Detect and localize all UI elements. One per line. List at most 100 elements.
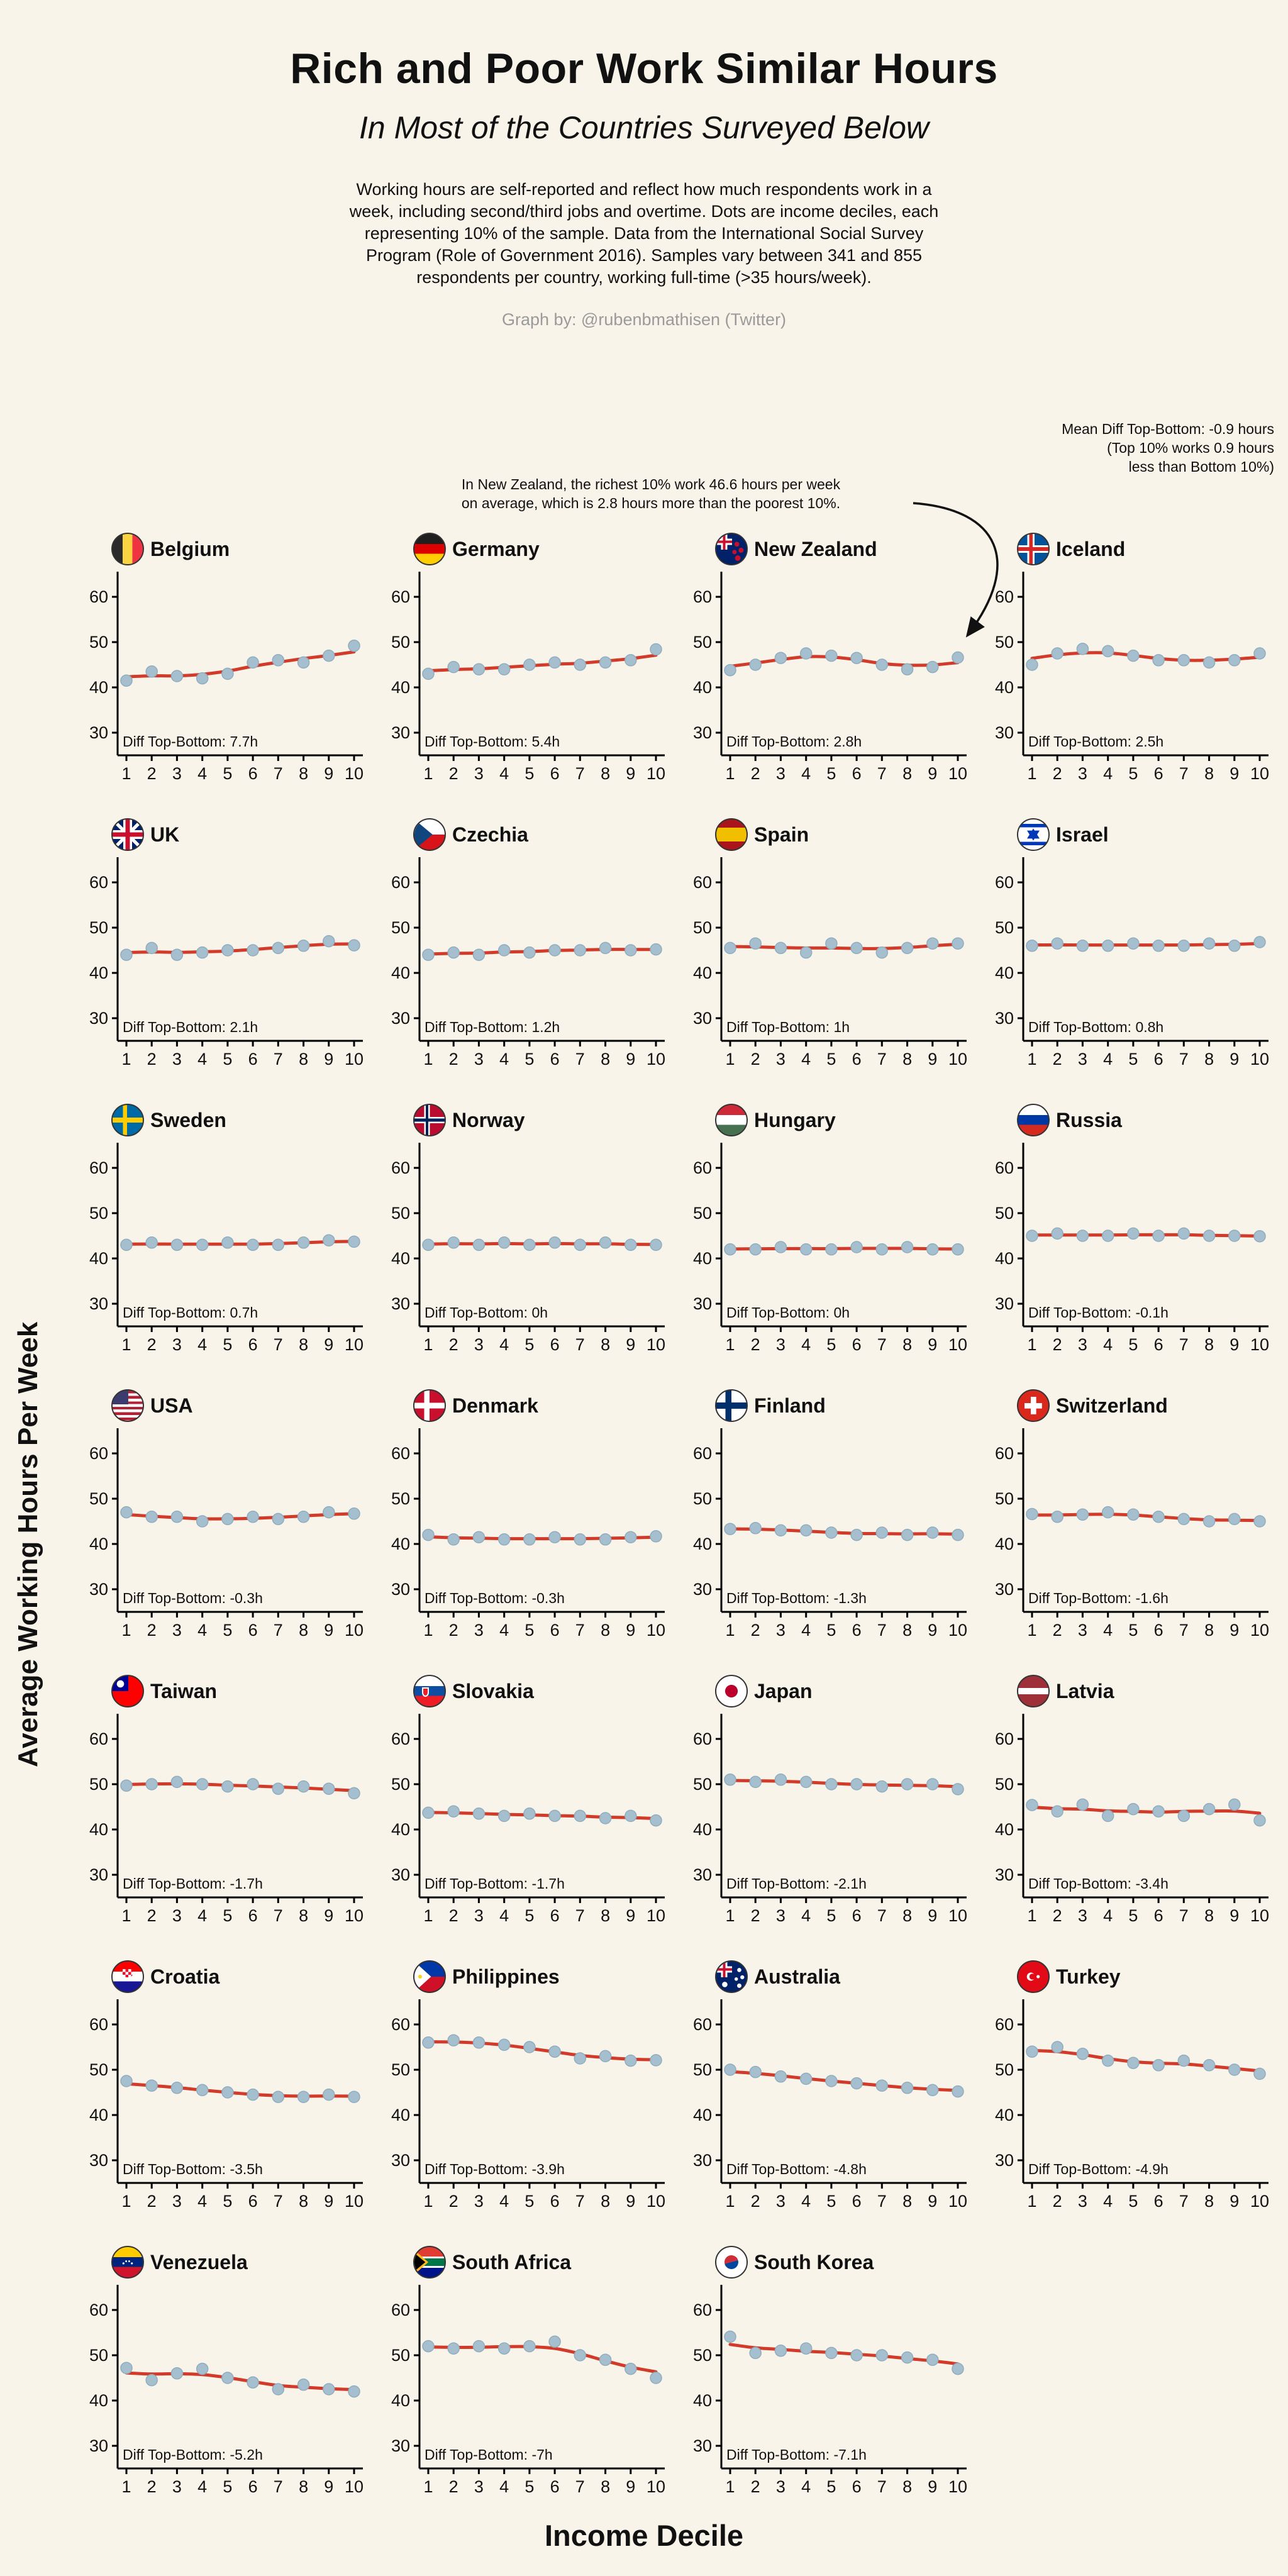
x-tick-label: 8 [299,1050,308,1069]
x-tick-label: 6 [1154,764,1163,783]
decile-dot [574,1809,587,1823]
x-tick-label: 9 [928,2477,937,2496]
x-tick-label: 3 [776,1621,786,1640]
chart-panel-venezuela: Venezuela 30 40 50 60 1 2 3 4 5 6 7 8 9 10 Diff Top-Bot… [72,2245,368,2506]
x-tick-label: 6 [550,1621,560,1640]
decile-dot [1177,1227,1191,1240]
diff-label: Diff Top-Bottom: -1.7h [123,1875,263,1892]
x-tick-label: 9 [626,1621,635,1640]
x-tick-label: 1 [121,1906,131,1925]
x-tick-label: 8 [601,1050,610,1069]
y-tick-label: 50 [391,2346,410,2365]
x-tick-label: 2 [1053,2192,1062,2211]
y-tick-label: 50 [391,1204,410,1223]
y-tick-label: 50 [693,1775,712,1794]
plot-iceland: 30 40 50 60 1 2 3 4 5 6 7 8 9 10 Diff Top-Bottom: 2.5h [995,572,1269,783]
decile-dot [774,2070,787,2083]
country-name: Switzerland [1056,1394,1168,1417]
decile-dot [724,1774,736,1786]
panel-header: Hungary [715,1102,972,1138]
x-tick-label: 1 [1027,1906,1036,1925]
x-tick-label: 9 [324,2192,333,2211]
x-tick-label: 5 [826,2192,836,2211]
y-tick-label: 30 [89,1009,108,1028]
decile-dot [323,649,335,662]
decile-dot [1228,1798,1241,1811]
x-tick-label: 7 [1179,1050,1189,1069]
x-tick-label: 5 [525,1050,534,1069]
plot-philippines: 30 40 50 60 1 2 3 4 5 6 7 8 9 10 Diff Top-Bottom: -3.9… [391,1999,665,2211]
decile-dot [323,2383,335,2396]
plot-russia: 30 40 50 60 1 2 3 4 5 6 7 8 9 10 Diff Top-Bottom: -0.1… [995,1143,1269,1354]
y-tick-label: 50 [995,918,1014,937]
x-tick-label: 3 [1078,1335,1087,1354]
y-tick-label: 30 [693,1009,712,1028]
diff-label: Diff Top-Bottom: -2.1h [726,1875,867,1892]
y-tick-label: 60 [693,2015,712,2034]
trend-line [1030,1233,1262,1238]
x-tick-label: 4 [197,1906,207,1925]
diff-label: Diff Top-Bottom: -0.3h [425,1590,565,1606]
decile-dot [323,1506,335,1519]
x-tick-label: 9 [324,764,333,783]
trend-line [426,2345,658,2373]
x-tick-label: 7 [1179,764,1189,783]
x-tick-label: 4 [499,764,509,783]
decile-dot [724,941,736,955]
decile-dot [926,660,939,674]
x-tick-label: 8 [902,1906,912,1925]
decile-dot [272,2090,285,2103]
decile-dot [1202,1230,1216,1242]
diff-label: Diff Top-Bottom: -3.4h [1028,1875,1169,1892]
x-tick-label: 3 [776,1906,786,1925]
decile-dot [1026,658,1038,671]
decile-dot [1152,654,1165,667]
x-tick-label: 5 [1128,1050,1138,1069]
flag-icon-denmark [413,1389,446,1422]
x-tick-label: 3 [1078,1906,1087,1925]
country-name: Hungary [754,1108,836,1131]
decile-dot [875,1243,889,1256]
decile-dot [548,2045,561,2058]
x-tick-label: 7 [877,1335,887,1354]
decile-dot [472,1807,486,1820]
x-tick-label: 7 [575,764,585,783]
diff-label: Diff Top-Bottom: 5.4h [425,733,560,750]
decile-dot [472,948,486,961]
x-tick-label: 8 [902,1050,912,1069]
decile-dot [1127,1227,1140,1240]
y-tick-label: 30 [995,1580,1014,1599]
decile-dot [497,1236,511,1249]
x-tick-label: 6 [1154,1906,1163,1925]
x-tick-label: 7 [1179,1335,1189,1354]
plot-sweden: 30 40 50 60 1 2 3 4 5 6 7 8 9 10 Diff Top-Bottom: 0.7h [89,1143,364,1354]
diff-label: Diff Top-Bottom: 2.5h [1028,733,1163,750]
chart-panel-czechia: Czechia 30 40 50 60 1 2 3 4 5 6 7 8 9 10 Diff Top-Botto… [374,817,670,1079]
chart-panel-norway: Norway 30 40 50 60 1 2 3 4 5 6 7 8 9 10 Diff Top-Bottom… [374,1102,670,1364]
decile-dot [749,937,762,950]
decile-dot [1127,1802,1140,1816]
decile-dot [297,2090,310,2103]
decile-dot [272,654,285,667]
trend-line [125,1512,356,1521]
y-tick-label: 50 [693,1489,712,1508]
decile-dot [120,2075,133,2087]
x-tick-label: 8 [902,2477,912,2496]
decile-dot [1127,649,1140,662]
decile-dot [1101,1230,1114,1242]
plot-newzealand: 30 40 50 60 1 2 3 4 5 6 7 8 9 10 Diff Top-Bottom: 2.8h [693,572,967,783]
trend-line [1030,1513,1262,1523]
y-tick-label: 30 [693,2436,712,2455]
decile-dot [1051,1227,1063,1240]
diff-label: Diff Top-Bottom: -7.1h [726,2446,867,2463]
country-name: Czechia [452,823,528,846]
x-tick-label: 3 [474,2477,484,2496]
decile-dot [422,1528,435,1541]
decile-dot [1177,940,1191,952]
y-tick-label: 50 [995,1204,1014,1223]
panel-header: South Africa [413,2245,670,2280]
decile-dot [599,2353,612,2366]
x-tick-label: 2 [1053,1050,1062,1069]
y-tick-label: 30 [89,1294,108,1313]
decile-dot [422,2036,435,2049]
